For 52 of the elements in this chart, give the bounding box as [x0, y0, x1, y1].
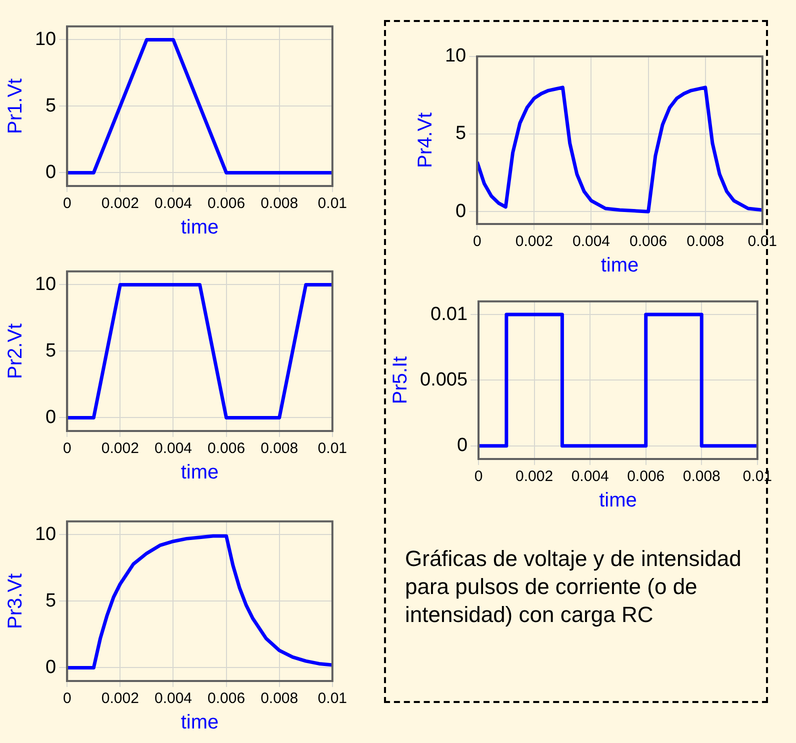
y-tick-label: 0 — [46, 162, 56, 183]
x-tick-label: 0.01 — [318, 690, 348, 708]
x-axis-title: time — [599, 490, 637, 512]
y-tick-label: 10 — [34, 274, 56, 295]
y-tick-label: 5 — [46, 590, 56, 612]
y-tick-label: 5 — [46, 95, 56, 116]
y-tick-label: 0.005 — [420, 369, 468, 390]
x-tick-label: 0.006 — [208, 195, 246, 212]
x-tick-label: 0.004 — [154, 690, 192, 708]
x-tick-label: 0.008 — [682, 468, 720, 486]
x-tick-label: 0.01 — [318, 440, 348, 458]
x-tick-label: 0.004 — [154, 440, 192, 458]
y-tick-label: 0.01 — [430, 304, 468, 325]
x-tick-label: 0.006 — [208, 440, 246, 458]
x-tick-label: 0 — [472, 233, 482, 250]
x-tick-label: 0.006 — [630, 233, 668, 250]
x-tick-label: 0.008 — [260, 690, 298, 708]
x-tick-label: 0.002 — [101, 195, 139, 212]
y-tick-label: 5 — [46, 340, 56, 362]
x-tick-label: 0.002 — [101, 690, 139, 708]
y-tick-label: 0 — [46, 406, 56, 428]
y-axis-title: Pr4.Vt — [414, 112, 437, 168]
x-tick-label: 0.004 — [571, 468, 609, 486]
x-tick-label: 0.002 — [515, 233, 553, 250]
x-tick-label: 0 — [62, 195, 72, 212]
x-tick-label: 0.01 — [318, 195, 348, 212]
x-tick-label: 0 — [62, 690, 72, 708]
y-tick-label: 10 — [34, 524, 56, 545]
x-axis-title: time — [600, 254, 639, 277]
x-tick-label: 0 — [62, 440, 72, 458]
y-axis-title: Pr3.Vt — [4, 572, 27, 629]
y-axis-title: Pr1.Vt — [4, 78, 27, 134]
y-tick-label: 0 — [46, 656, 56, 678]
y-axis-title: Pr2.Vt — [4, 322, 27, 379]
y-axis-title: Pr5.It — [390, 356, 412, 404]
y-tick-label: 10 — [444, 46, 466, 67]
x-tick-label: 0.008 — [260, 195, 298, 212]
x-tick-label: 0.006 — [627, 468, 665, 486]
x-tick-label: 0.008 — [260, 440, 298, 458]
x-tick-label: 0.002 — [516, 468, 554, 486]
x-tick-label: 0.008 — [686, 233, 724, 250]
x-axis-title: time — [180, 712, 219, 734]
x-tick-label: 0.006 — [208, 690, 246, 708]
x-tick-label: 0.004 — [572, 233, 610, 250]
y-tick-label: 10 — [34, 28, 56, 50]
x-tick-label: 0.004 — [154, 195, 192, 212]
x-tick-label: 0.002 — [101, 440, 139, 458]
x-tick-label: 0 — [474, 468, 483, 486]
text: Gráficas de voltaje y de intensidad para pulsos de corriente (o de intensidad) con carga RC — [405, 545, 742, 629]
x-axis-title: time — [180, 216, 219, 239]
y-tick-label: 5 — [456, 123, 466, 144]
x-axis-title: time — [180, 462, 219, 484]
